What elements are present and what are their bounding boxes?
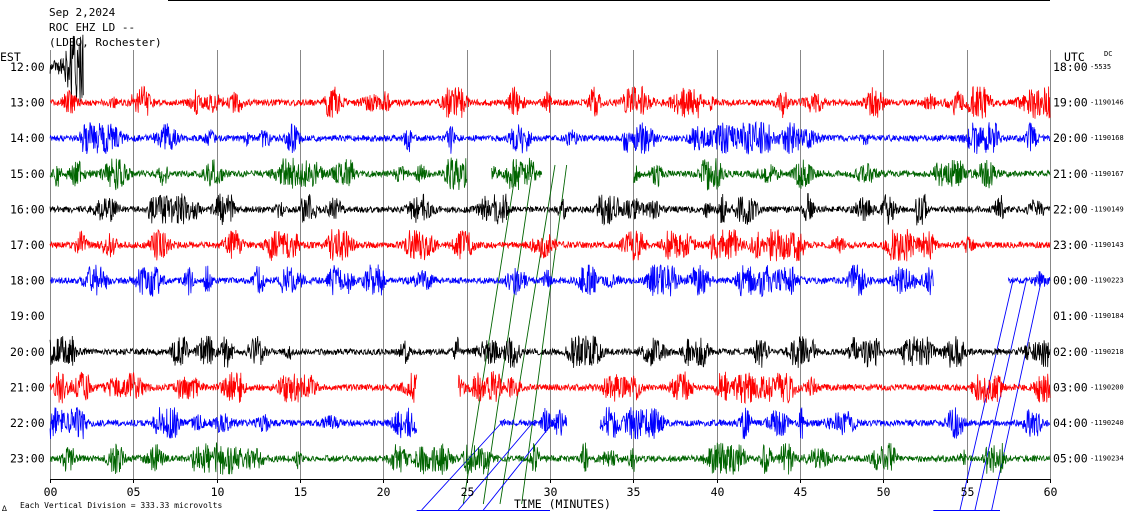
x-axis-title: TIME (MINUTES) <box>514 497 611 511</box>
utc-label: 21:00 <box>1053 167 1088 181</box>
utc-label: 19:00 <box>1053 96 1088 110</box>
dc-offset-label: -5535 <box>1090 63 1111 71</box>
utc-label: 18:00 <box>1053 60 1088 74</box>
x-tick-label: 40 <box>711 485 725 499</box>
est-label: 17:00 <box>10 238 45 252</box>
dc-offset-label: -1190143 <box>1090 241 1124 249</box>
right-axis-title: UTC <box>1064 50 1085 64</box>
dc-label: DC <box>1104 50 1112 58</box>
header-network: (LDEO, Rochester) <box>49 36 162 49</box>
dc-offset-label: -1190149 <box>1090 205 1124 213</box>
trace-2300-segment <box>49 442 1051 475</box>
trace-1400-segment <box>49 121 1051 155</box>
utc-label: 01:00 <box>1053 309 1088 323</box>
footer-mark: ∆ <box>1 504 7 513</box>
dc-offset-label: -1190168 <box>1090 134 1124 142</box>
x-tick-label: 20 <box>377 485 391 499</box>
utc-label: 05:00 <box>1053 452 1088 466</box>
est-label: 23:00 <box>10 452 45 466</box>
dc-offset-label: -1190218 <box>1090 348 1124 356</box>
arrival-line <box>499 164 556 505</box>
dc-offset-label: -1190167 <box>1090 170 1124 178</box>
dc-offset-label: -1190184 <box>1090 312 1124 320</box>
x-tick-label: 55 <box>961 485 975 499</box>
dc-offset-label: -1190200 <box>1090 383 1124 391</box>
trace-1300-segment <box>49 85 1051 119</box>
arrival-line <box>482 419 556 511</box>
grid-layer <box>50 50 1051 479</box>
utc-label: 03:00 <box>1053 380 1088 394</box>
arrival-line <box>482 164 534 505</box>
trace-layer <box>49 34 1051 475</box>
arrival-line <box>457 419 536 511</box>
x-tick-label: 60 <box>1044 485 1058 499</box>
footer-scale-text: Each Vertical Division = 333.33 microvol… <box>20 501 222 510</box>
arrival-line <box>421 418 506 511</box>
dc-offset-label: -1190146 <box>1090 99 1124 107</box>
x-tick-label: 05 <box>127 485 141 499</box>
trace-2200-segment <box>599 406 1051 440</box>
est-label: 14:00 <box>10 131 45 145</box>
est-label: 16:00 <box>10 202 45 216</box>
x-tick-label: 15 <box>294 485 308 499</box>
x-tick-label: 00 <box>44 485 58 499</box>
trace-2000-segment <box>49 335 1051 368</box>
utc-label: 22:00 <box>1053 202 1088 216</box>
dc-offset-label: -1190240 <box>1090 419 1124 427</box>
x-tick-label: 30 <box>544 485 558 499</box>
trace-1800-segment <box>49 264 934 298</box>
left-axis-title: EST <box>0 50 21 64</box>
arrival-line <box>462 164 518 505</box>
trace-1600-segment <box>49 193 1051 226</box>
est-label: 20:00 <box>10 345 45 359</box>
est-label: 19:00 <box>10 309 45 323</box>
est-label: 21:00 <box>10 380 45 394</box>
x-tick-label: 25 <box>461 485 475 499</box>
x-tick-label: 45 <box>794 485 808 499</box>
dc-offset-label: -1190223 <box>1090 277 1124 285</box>
x-tick-label: 50 <box>877 485 891 499</box>
trace-2100-segment <box>457 371 1051 404</box>
utc-label: 20:00 <box>1053 131 1088 145</box>
arrival-line <box>521 164 568 505</box>
utc-label: 02:00 <box>1053 345 1088 359</box>
utc-label: 23:00 <box>1053 238 1088 252</box>
utc-label: 04:00 <box>1053 416 1088 430</box>
trace-1700-segment <box>49 228 1051 262</box>
arrival-lines <box>416 164 1043 511</box>
header-date: Sep 2,2024 <box>49 6 116 19</box>
utc-label: 00:00 <box>1053 274 1088 288</box>
trace-2100-segment <box>49 371 418 404</box>
trace-1500-segment <box>633 158 1051 191</box>
trace-1200-segment <box>49 34 84 102</box>
trace-2200-segment <box>49 406 418 440</box>
est-label: 22:00 <box>10 416 45 430</box>
arrival-line <box>991 278 1043 511</box>
trace-1500-segment <box>49 157 468 191</box>
trace-1500-segment <box>491 157 543 191</box>
trace-2200-segment <box>499 407 568 436</box>
est-label: 18:00 <box>10 274 45 288</box>
x-tick-label: 10 <box>211 485 225 499</box>
trace-1800-segment <box>1007 271 1051 287</box>
x-tick-label: 35 <box>627 485 641 499</box>
x-tick-layer: 00 05 10 15 20 25 30 35 40 45 50 55 60 <box>44 479 1058 499</box>
dc-offset-label: -1190234 <box>1090 455 1124 463</box>
est-label: 15:00 <box>10 167 45 181</box>
header-station: ROC EHZ LD -- <box>49 21 135 34</box>
est-label: 13:00 <box>10 96 45 110</box>
est-label: 12:00 <box>10 60 45 74</box>
